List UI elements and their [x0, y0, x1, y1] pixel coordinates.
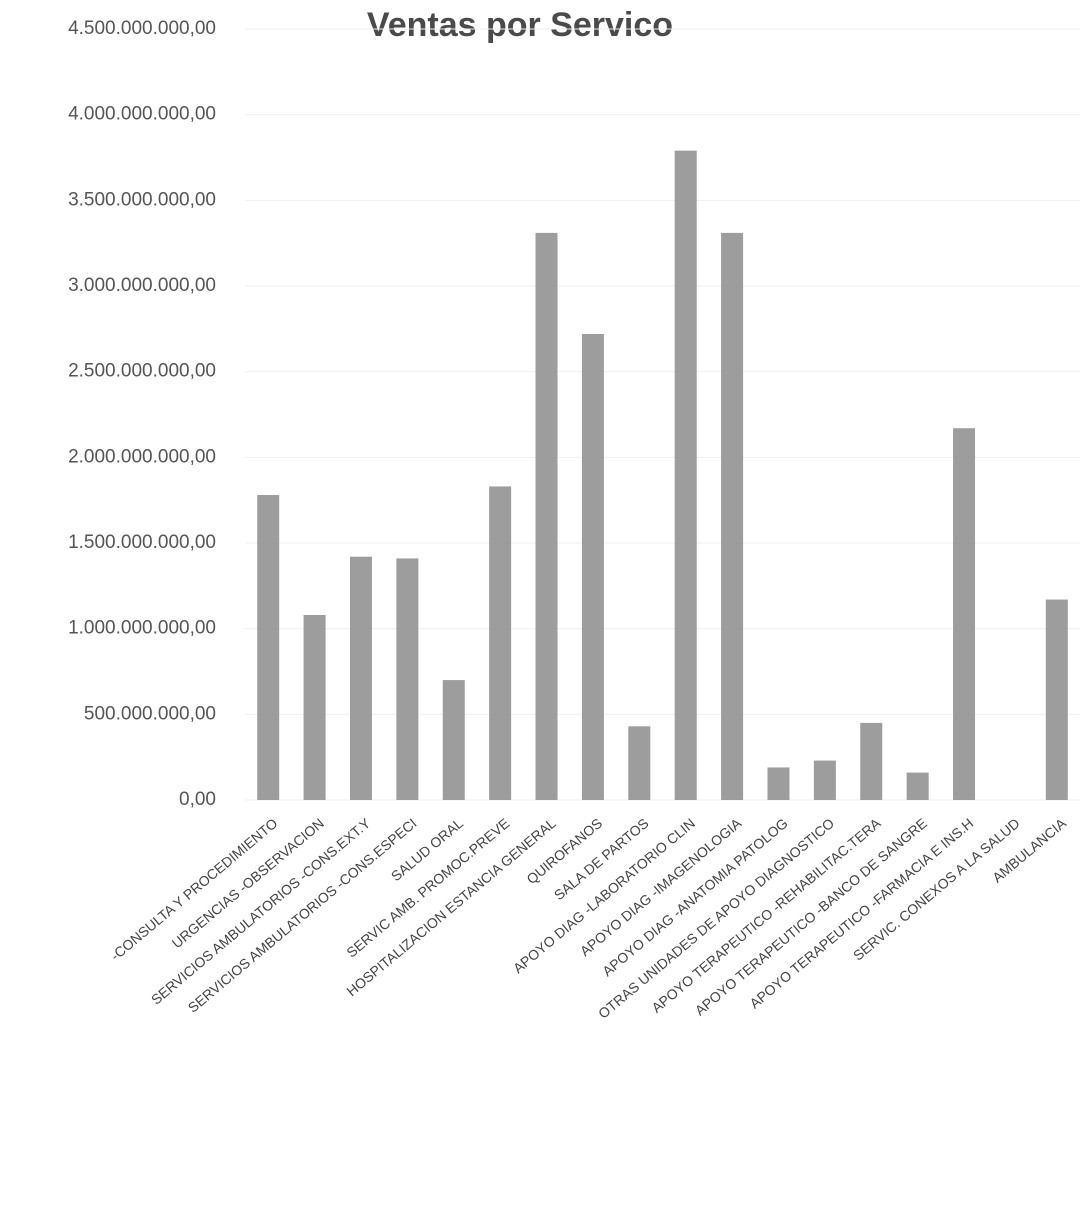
- bar: [442, 680, 465, 800]
- x-tick-label: -CONSULTA Y PROCEDIMIENTO: [107, 815, 280, 964]
- y-tick-label: 3.000.000.000,00: [68, 275, 216, 296]
- bar: [953, 428, 976, 800]
- bar: [860, 722, 883, 800]
- bar: [813, 760, 836, 800]
- y-tick-label: 0,00: [179, 789, 216, 810]
- y-tick-label: 3.500.000.000,00: [68, 189, 216, 210]
- x-tick-label: SERVIC AMB. PROMOC.PREVE: [343, 815, 512, 961]
- bar: [257, 495, 280, 800]
- y-tick-label: 1.500.000.000,00: [68, 532, 216, 553]
- bar: [303, 614, 326, 800]
- bar: [674, 150, 697, 800]
- y-tick-label: 500.000.000,00: [84, 703, 216, 724]
- bar: [581, 333, 604, 800]
- y-tick-label: 4.000.000.000,00: [68, 104, 216, 125]
- y-tick-label: 4.500.000.000,00: [68, 18, 216, 39]
- bar: [535, 232, 558, 801]
- bar: [767, 767, 790, 800]
- bar: [721, 232, 744, 801]
- bar: [349, 556, 372, 800]
- y-tick-label: 2.000.000.000,00: [68, 446, 216, 467]
- bar: [628, 726, 651, 800]
- y-tick-label: 2.500.000.000,00: [68, 361, 216, 382]
- bar: [1045, 599, 1068, 800]
- bar: [906, 772, 929, 800]
- bar: [396, 558, 419, 800]
- y-tick-label: 1.000.000.000,00: [68, 618, 216, 639]
- x-tick-label: SERVIC. CONEXOS A LA SALUD: [850, 815, 1023, 964]
- chart-title: Ventas por Servico: [367, 6, 673, 44]
- bar: [489, 486, 512, 800]
